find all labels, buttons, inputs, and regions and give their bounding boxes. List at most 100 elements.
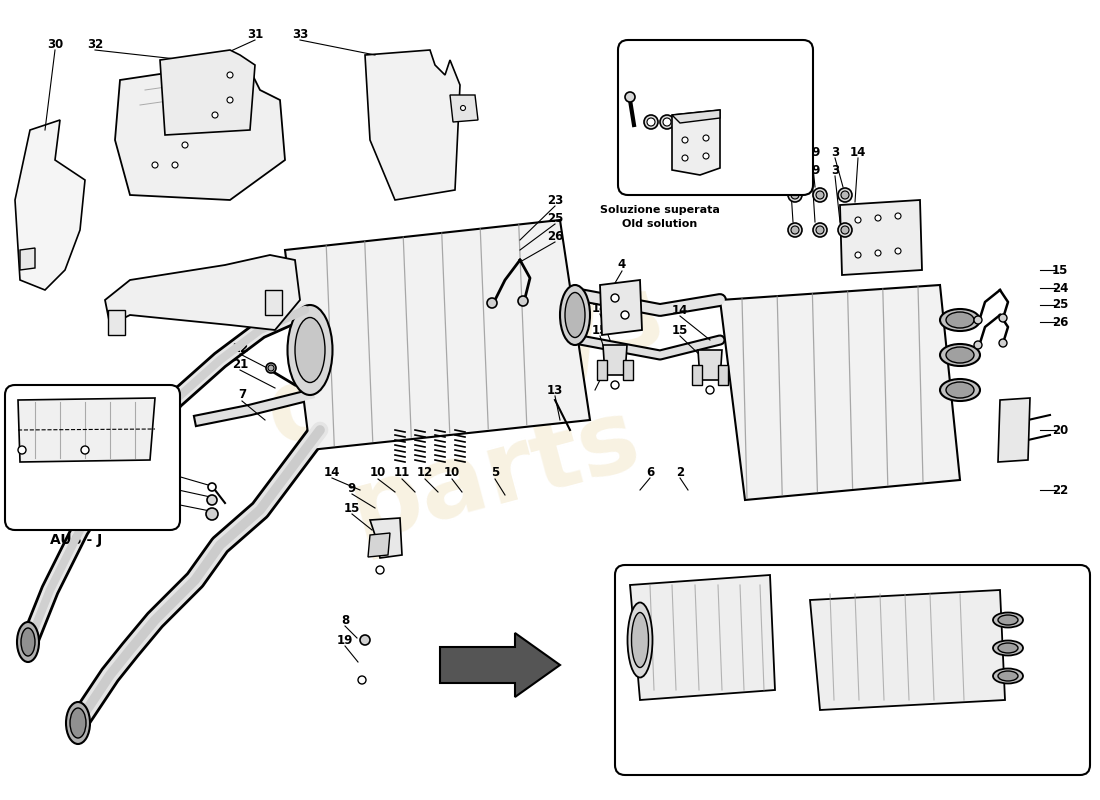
Text: 6: 6 <box>646 466 654 478</box>
Circle shape <box>855 252 861 258</box>
Circle shape <box>268 365 274 371</box>
Circle shape <box>660 115 674 129</box>
Text: 37: 37 <box>73 503 88 513</box>
Text: 15: 15 <box>672 323 689 337</box>
Circle shape <box>208 483 216 491</box>
Text: 14: 14 <box>850 146 866 158</box>
Text: 10: 10 <box>370 466 386 479</box>
Text: 19: 19 <box>337 634 353 646</box>
Text: 14: 14 <box>672 303 689 317</box>
Text: 2: 2 <box>675 466 684 478</box>
Circle shape <box>207 495 217 505</box>
Circle shape <box>376 566 384 574</box>
Ellipse shape <box>627 602 652 678</box>
Circle shape <box>791 226 799 234</box>
Polygon shape <box>810 590 1005 710</box>
Text: 16: 16 <box>152 458 168 471</box>
Ellipse shape <box>946 312 974 328</box>
Circle shape <box>172 162 178 168</box>
Text: 14: 14 <box>323 466 340 478</box>
Text: 7: 7 <box>238 389 246 402</box>
Text: 15: 15 <box>344 502 360 514</box>
Circle shape <box>518 296 528 306</box>
Text: Versione HGTC e HGTS - Vale dall'Ass. Nr. 62511: Versione HGTC e HGTS - Vale dall'Ass. Nr… <box>692 749 1012 762</box>
Text: 26: 26 <box>1052 315 1068 329</box>
Polygon shape <box>718 365 728 385</box>
Text: 5: 5 <box>491 466 499 479</box>
Text: HGTC and HGTS version - Valid from Ass. Nr. 62511: HGTC and HGTS version - Valid from Ass. … <box>682 765 1022 778</box>
Ellipse shape <box>16 622 38 662</box>
Polygon shape <box>370 518 402 558</box>
Text: dannys
parts: dannys parts <box>256 266 703 574</box>
Text: 34: 34 <box>53 503 68 513</box>
Text: 17: 17 <box>152 474 168 486</box>
Text: 3: 3 <box>684 53 692 63</box>
Circle shape <box>791 191 799 199</box>
Ellipse shape <box>565 293 585 338</box>
Text: 29: 29 <box>804 163 821 177</box>
Circle shape <box>152 162 158 168</box>
Text: 25: 25 <box>1052 298 1068 311</box>
Text: 2: 2 <box>876 569 884 582</box>
Polygon shape <box>365 50 460 200</box>
Circle shape <box>360 635 370 645</box>
Circle shape <box>625 92 635 102</box>
Circle shape <box>610 294 619 302</box>
Circle shape <box>610 381 619 389</box>
Text: 31: 31 <box>246 29 263 42</box>
Polygon shape <box>630 575 776 700</box>
Circle shape <box>895 248 901 254</box>
Text: 8: 8 <box>341 614 349 626</box>
Text: 4: 4 <box>618 258 626 271</box>
Ellipse shape <box>940 379 980 401</box>
Text: 25: 25 <box>547 211 563 225</box>
Circle shape <box>206 508 218 520</box>
Text: 12: 12 <box>417 466 433 479</box>
Circle shape <box>999 339 1007 347</box>
Circle shape <box>838 188 853 202</box>
Circle shape <box>212 112 218 118</box>
Ellipse shape <box>998 671 1018 681</box>
Circle shape <box>28 255 33 261</box>
Text: 33: 33 <box>292 29 308 42</box>
Text: 29: 29 <box>658 53 674 63</box>
Polygon shape <box>15 120 85 290</box>
Text: 23: 23 <box>547 194 563 206</box>
Ellipse shape <box>70 708 86 738</box>
Polygon shape <box>720 285 960 500</box>
Circle shape <box>266 363 276 373</box>
Text: 10: 10 <box>444 466 460 479</box>
Text: 32: 32 <box>87 38 103 51</box>
Polygon shape <box>265 290 282 315</box>
Text: 3: 3 <box>830 163 839 177</box>
Circle shape <box>227 72 233 78</box>
Circle shape <box>999 314 1007 322</box>
Text: 35: 35 <box>782 146 799 158</box>
Text: 9: 9 <box>348 482 356 494</box>
Circle shape <box>838 223 853 237</box>
Circle shape <box>703 153 710 159</box>
Polygon shape <box>603 345 627 375</box>
Polygon shape <box>672 110 721 123</box>
FancyBboxPatch shape <box>615 565 1090 775</box>
Circle shape <box>974 316 982 324</box>
Polygon shape <box>440 633 560 697</box>
Circle shape <box>816 191 824 199</box>
Polygon shape <box>692 365 702 385</box>
Text: 36: 36 <box>92 503 108 513</box>
Ellipse shape <box>993 669 1023 683</box>
Circle shape <box>682 155 688 161</box>
Text: Old solution: Old solution <box>623 219 697 229</box>
Polygon shape <box>108 310 125 335</box>
Ellipse shape <box>287 305 332 395</box>
Circle shape <box>18 446 26 454</box>
FancyBboxPatch shape <box>6 385 180 530</box>
Polygon shape <box>18 398 155 462</box>
Circle shape <box>358 676 366 684</box>
Polygon shape <box>998 398 1030 462</box>
Circle shape <box>813 223 827 237</box>
Circle shape <box>816 226 824 234</box>
Ellipse shape <box>998 643 1018 653</box>
Polygon shape <box>368 533 390 557</box>
Polygon shape <box>160 50 255 135</box>
